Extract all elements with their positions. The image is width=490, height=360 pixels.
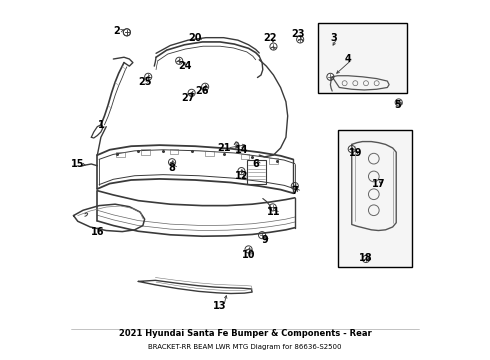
- Text: 10: 10: [242, 250, 255, 260]
- Bar: [247, 161, 267, 184]
- Text: 5: 5: [394, 100, 401, 110]
- Text: 27: 27: [181, 93, 195, 103]
- Text: 1: 1: [98, 120, 104, 130]
- Text: 12: 12: [235, 171, 248, 181]
- Text: 23: 23: [292, 29, 305, 39]
- Text: 22: 22: [263, 33, 277, 43]
- Text: 18: 18: [359, 253, 373, 263]
- Text: 14: 14: [235, 145, 248, 155]
- Text: BRACKET-RR BEAM LWR MTG Diagram for 86636-S2500: BRACKET-RR BEAM LWR MTG Diagram for 8663…: [148, 344, 342, 350]
- Bar: [241, 154, 249, 159]
- Text: 8: 8: [169, 163, 175, 172]
- Text: 3: 3: [331, 33, 337, 43]
- Text: 24: 24: [178, 61, 191, 71]
- Text: 6: 6: [252, 159, 259, 169]
- Text: 4: 4: [345, 54, 351, 64]
- Text: 25: 25: [139, 77, 152, 87]
- Bar: [269, 158, 278, 163]
- Text: 2021 Hyundai Santa Fe Bumper & Components - Rear: 2021 Hyundai Santa Fe Bumper & Component…: [119, 329, 371, 338]
- Bar: [338, 130, 412, 267]
- Text: 16: 16: [91, 226, 104, 237]
- Bar: [141, 149, 149, 154]
- Text: 13: 13: [213, 301, 227, 311]
- Bar: [318, 23, 407, 93]
- Text: 26: 26: [196, 86, 209, 96]
- Text: 7: 7: [292, 186, 298, 196]
- Text: 2: 2: [114, 26, 120, 36]
- Text: 11: 11: [267, 207, 280, 217]
- Text: 9: 9: [261, 235, 268, 246]
- Text: 21: 21: [217, 143, 230, 153]
- Bar: [205, 151, 214, 156]
- Text: 20: 20: [189, 33, 202, 43]
- Bar: [116, 152, 125, 157]
- Text: 15: 15: [71, 159, 84, 169]
- Text: 19: 19: [348, 148, 362, 158]
- Text: 17: 17: [372, 179, 385, 189]
- Bar: [170, 149, 178, 154]
